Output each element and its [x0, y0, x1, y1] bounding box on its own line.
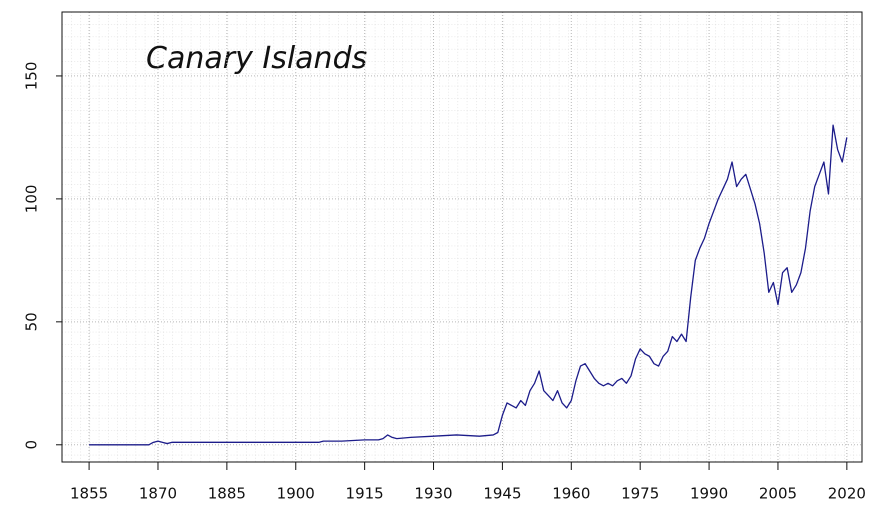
y-tick-label: 50 [23, 312, 41, 331]
x-tick-label: 1960 [552, 485, 590, 503]
chart-title: Canary Islands [146, 41, 367, 76]
x-tick-label: 1930 [414, 485, 452, 503]
plot-background [62, 12, 862, 462]
x-tick-label: 1945 [483, 485, 521, 503]
x-tick-label: 2005 [759, 485, 797, 503]
plot-frame [61, 11, 863, 463]
data-line [89, 124, 848, 446]
x-tick-label: 1870 [139, 485, 177, 503]
x-tick-label: 1975 [621, 485, 659, 503]
y-tick-label: 0 [23, 440, 41, 450]
x-tick-label: 1855 [70, 485, 108, 503]
x-tick-label: 2020 [828, 485, 866, 503]
y-tick-label: 100 [23, 185, 41, 214]
y-tick-label: 150 [23, 62, 41, 91]
x-tick-label: 1915 [346, 485, 384, 503]
x-tick-label: 1990 [690, 485, 728, 503]
x-tick-label: 1885 [208, 485, 246, 503]
x-tick-label: 1900 [277, 485, 315, 503]
